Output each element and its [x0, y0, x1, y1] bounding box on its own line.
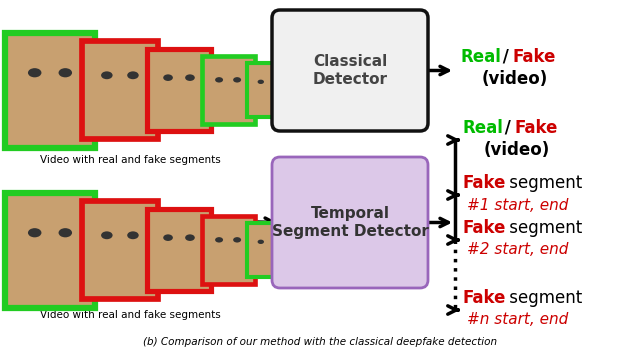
Bar: [334, 76, 356, 104]
Text: Fake: Fake: [514, 119, 557, 137]
Text: Fake: Fake: [512, 47, 556, 66]
Bar: [147, 49, 211, 131]
Bar: [283, 68, 317, 112]
Text: segment: segment: [504, 219, 582, 237]
Ellipse shape: [215, 237, 223, 243]
Ellipse shape: [233, 77, 241, 82]
Ellipse shape: [292, 242, 297, 245]
Bar: [312, 233, 338, 267]
Text: Fake: Fake: [462, 219, 506, 237]
Ellipse shape: [58, 228, 72, 237]
Ellipse shape: [127, 71, 139, 79]
Ellipse shape: [215, 77, 223, 82]
Ellipse shape: [328, 244, 332, 246]
Text: Temporal
Segment Detector: Temporal Segment Detector: [271, 206, 428, 239]
Ellipse shape: [185, 234, 195, 241]
Ellipse shape: [101, 231, 113, 239]
Ellipse shape: [348, 245, 351, 247]
Text: Fake: Fake: [462, 289, 506, 307]
Ellipse shape: [28, 68, 42, 77]
Bar: [283, 229, 317, 272]
Text: /: /: [497, 47, 515, 66]
Text: (video): (video): [484, 141, 550, 159]
Ellipse shape: [58, 68, 72, 77]
Text: Classical
Detector: Classical Detector: [312, 54, 387, 87]
Text: Fake: Fake: [462, 174, 506, 192]
Ellipse shape: [163, 234, 173, 241]
Ellipse shape: [340, 85, 343, 87]
Ellipse shape: [272, 80, 278, 84]
Ellipse shape: [163, 74, 173, 81]
Ellipse shape: [303, 82, 308, 85]
Text: #n start, end: #n start, end: [467, 312, 568, 327]
Ellipse shape: [303, 242, 308, 245]
Bar: [202, 56, 255, 124]
FancyBboxPatch shape: [272, 10, 428, 131]
Bar: [147, 209, 211, 291]
Ellipse shape: [319, 84, 323, 86]
Ellipse shape: [127, 231, 139, 239]
Text: (video): (video): [482, 69, 548, 87]
Ellipse shape: [348, 85, 351, 87]
Text: Real: Real: [460, 47, 501, 66]
Bar: [81, 41, 158, 139]
Text: (b) Comparison of our method with the classical deepfake detection: (b) Comparison of our method with the cl…: [143, 337, 497, 347]
FancyBboxPatch shape: [272, 157, 428, 288]
Ellipse shape: [28, 228, 42, 237]
Ellipse shape: [340, 245, 343, 247]
Ellipse shape: [101, 71, 113, 79]
Ellipse shape: [233, 237, 241, 243]
Ellipse shape: [185, 74, 195, 81]
Text: #2 start, end: #2 start, end: [467, 243, 568, 258]
Text: segment: segment: [504, 174, 582, 192]
Ellipse shape: [257, 80, 264, 84]
Bar: [246, 63, 289, 117]
Ellipse shape: [257, 240, 264, 244]
Text: #1 start, end: #1 start, end: [467, 198, 568, 212]
Bar: [312, 73, 338, 107]
Text: Video with real and fake segments: Video with real and fake segments: [40, 310, 220, 320]
Bar: [202, 216, 255, 284]
Bar: [5, 33, 95, 147]
Bar: [5, 192, 95, 307]
Bar: [246, 223, 289, 277]
Bar: [334, 236, 356, 264]
Ellipse shape: [292, 82, 297, 85]
Text: /: /: [499, 119, 516, 137]
Text: segment: segment: [504, 289, 582, 307]
Bar: [81, 201, 158, 299]
Ellipse shape: [319, 244, 323, 246]
Ellipse shape: [272, 240, 278, 244]
Text: Real: Real: [462, 119, 503, 137]
Text: Video with real and fake segments: Video with real and fake segments: [40, 155, 220, 165]
Ellipse shape: [328, 84, 332, 86]
